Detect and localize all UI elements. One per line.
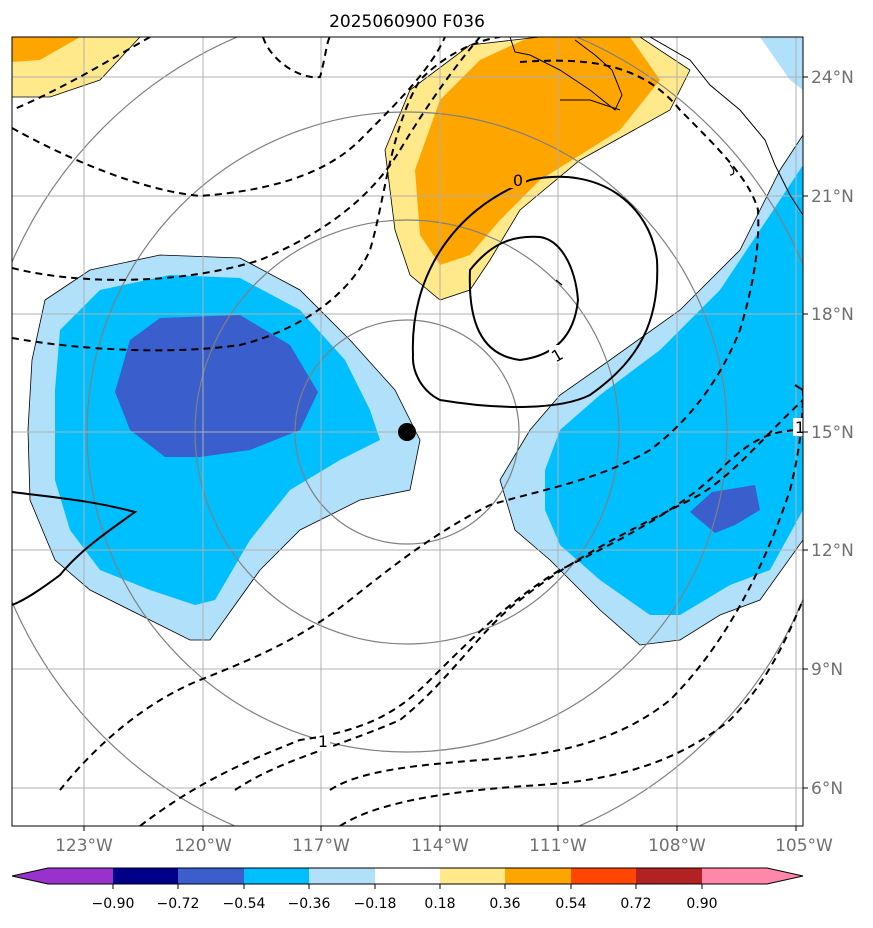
latitude-label: 12°N xyxy=(811,541,854,561)
storm-center-marker xyxy=(398,423,416,441)
longitude-label: 123°W xyxy=(55,836,113,856)
longitude-label: 111°W xyxy=(529,836,587,856)
longitude-label: 114°W xyxy=(411,836,469,856)
map-title: 2025060900 F036 xyxy=(329,12,485,32)
dashed-contours xyxy=(12,37,803,826)
colorbar-segment xyxy=(178,868,244,884)
latitude-axis: 24°N 21°N 18°N 15°N 12°N 9°N 6°N xyxy=(803,68,854,799)
longitude-label: 105°W xyxy=(775,836,833,856)
contour-label: 0 xyxy=(513,171,523,190)
colorbar-segment xyxy=(309,868,375,884)
coastline xyxy=(509,37,803,216)
colorbar-tick-label: −0.72 xyxy=(157,896,200,912)
colorbar-segment xyxy=(375,868,440,884)
latitude-label: 24°N xyxy=(811,68,854,88)
latitude-label: 9°N xyxy=(811,660,843,680)
contour-label: 1 xyxy=(318,732,328,751)
contour-label: 1 xyxy=(795,418,805,437)
latitude-label: 18°N xyxy=(811,305,854,325)
negative-anomaly-patch xyxy=(115,315,318,457)
latitude-label: 15°N xyxy=(811,423,854,443)
contour-labels: 0 1 1 1 xyxy=(316,170,805,751)
colorbar-tick-label: −0.18 xyxy=(354,896,397,912)
longitude-label: 117°W xyxy=(292,836,350,856)
colorbar-segment xyxy=(244,868,309,884)
colorbar-segment xyxy=(636,868,702,884)
colorbar-tick-label: −0.54 xyxy=(223,896,266,912)
latitude-label: 21°N xyxy=(811,187,854,207)
shading-layer xyxy=(12,37,803,645)
colorbar-tick-label: −0.36 xyxy=(288,896,331,912)
colorbar-segment xyxy=(505,868,571,884)
colorbar-tick-label: 0.18 xyxy=(424,896,455,912)
colorbar-segment xyxy=(571,868,636,884)
colorbar-tick-label: 0.54 xyxy=(555,896,586,912)
map-area: 0 1 1 1 xyxy=(12,37,805,826)
latitude-label: 6°N xyxy=(811,779,843,799)
colorbar-tick-label: 0.90 xyxy=(686,896,717,912)
colorbar-tick-label: −0.90 xyxy=(92,896,135,912)
positive-anomaly-patch xyxy=(415,37,660,265)
colorbar-extend-low xyxy=(12,868,113,884)
longitude-axis: 123°W 120°W 117°W 114°W 111°W 108°W 105°… xyxy=(55,826,833,856)
colorbar-extend-high xyxy=(702,868,803,884)
colorbar-tick-label: 0.36 xyxy=(489,896,520,912)
colorbar-tick-label: 0.72 xyxy=(620,896,651,912)
negative-anomaly-patch xyxy=(690,485,760,533)
positive-anomaly-patch xyxy=(12,37,80,62)
colorbar: −0.90 −0.72 −0.54 −0.36 −0.18 0.18 0.36 … xyxy=(11,867,804,912)
colorbar-segment xyxy=(113,868,178,884)
colorbar-segment xyxy=(440,868,505,884)
solid-contours xyxy=(12,164,803,606)
longitude-label: 108°W xyxy=(648,836,706,856)
gridlines xyxy=(12,37,803,826)
longitude-label: 120°W xyxy=(174,836,232,856)
